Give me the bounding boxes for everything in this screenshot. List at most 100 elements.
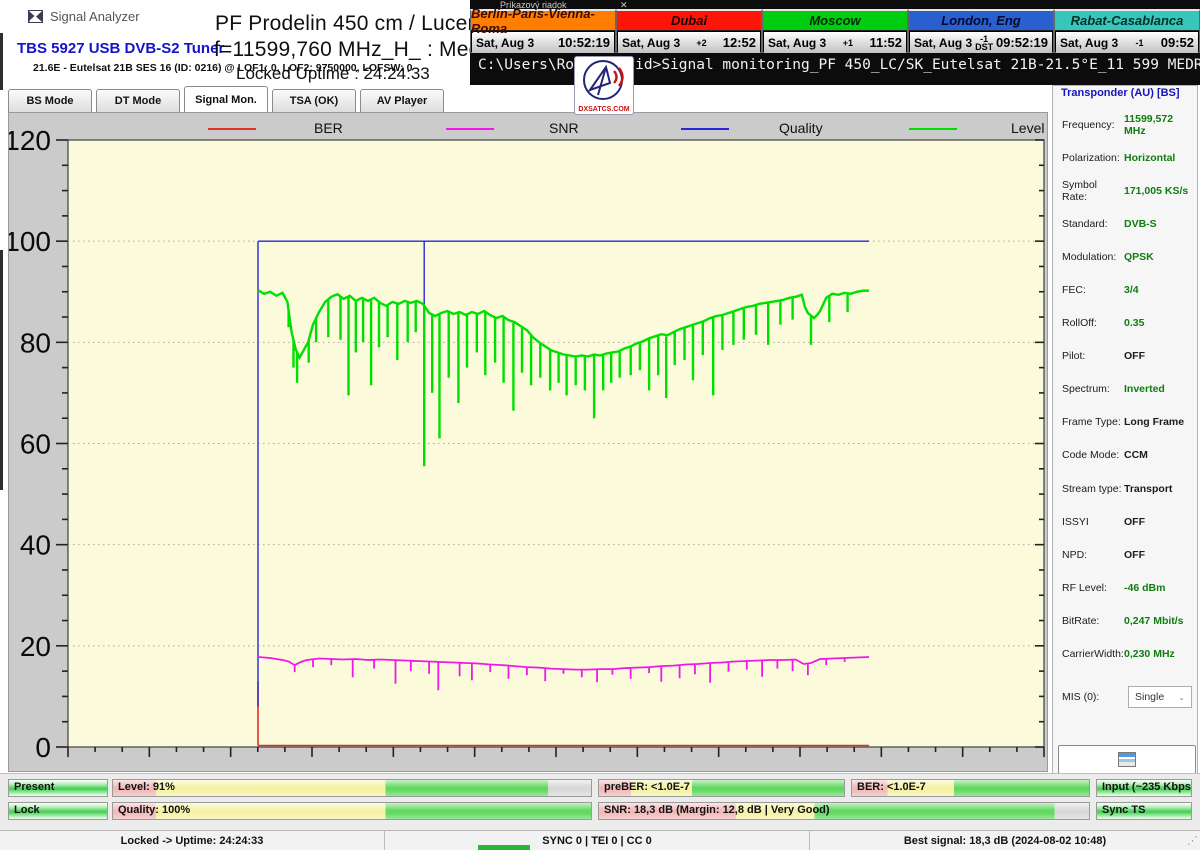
tab-av-player[interactable]: AV Player [360, 89, 444, 112]
resize-grip-icon[interactable]: ⋰ [1187, 835, 1198, 847]
world-clocks-bar: Berlin-Paris-Vienna-Roma Sat, Aug 3 10:52:… [470, 6, 1200, 53]
legend-line-quality [681, 128, 729, 130]
transponder-row-label: Modulation: [1062, 250, 1117, 263]
transponder-row-label: ISSYI [1062, 515, 1089, 528]
indicator-ber: BER: <1.0E-7 [851, 779, 1090, 797]
transponder-row-label: RF Level: [1062, 581, 1107, 594]
clock-utc-offset: +2 [696, 37, 707, 48]
status-uptime: Locked -> Uptime: 24:24:33 [0, 831, 385, 850]
clock-datetime: Sat, Aug 3 +1 11:52 [764, 32, 906, 53]
svg-text:40: 40 [20, 530, 51, 561]
taskbar-peek-strip [478, 845, 530, 850]
clock-time: 11:52 [869, 35, 902, 50]
svg-text:80: 80 [20, 327, 51, 358]
chevron-down-icon: ⌄ [1178, 692, 1185, 702]
transponder-row-label: Code Mode: [1062, 449, 1120, 462]
clock-city-label: Rabat-Casablanca [1055, 11, 1199, 31]
indicator-label: Level: 91% [118, 781, 175, 793]
list-window-icon [1118, 752, 1136, 767]
indicator-label: SNR: 18,3 dB (Margin: 12,8 dB | Very Goo… [604, 804, 830, 816]
transponder-row-standard-: Standard: DVB-S [1053, 207, 1197, 240]
clock-moscow: Moscow Sat, Aug 3 +1 11:52 [762, 9, 908, 53]
clock-time: 12:52 [722, 35, 756, 50]
tab-bs-mode[interactable]: BS Mode [8, 89, 92, 112]
indicator-label: Sync TS [1102, 804, 1146, 816]
locked-uptime-line: Locked Uptime : 24:24:33 [236, 64, 430, 83]
transponder-row-label: CarrierWidth: [1062, 648, 1124, 661]
transponder-row-value: -46 dBm [1124, 581, 1166, 594]
transponder-row-spectrum-: Spectrum: Inverted [1053, 373, 1197, 406]
indicator-gloss [113, 780, 591, 796]
indicator-snr: SNR: 18,3 dB (Margin: 12,8 dB | Very Goo… [598, 802, 1090, 820]
clock-time: 09:52 [1160, 35, 1194, 50]
clock-time: 09:52:19 [995, 35, 1048, 50]
stream-list-button[interactable] [1058, 745, 1196, 774]
transponder-row-label: Stream type: [1062, 482, 1122, 495]
background-window-edge [0, 250, 3, 490]
transponder-row-value: Long Frame [1124, 416, 1185, 429]
transponder-row-label: Spectrum: [1062, 383, 1110, 396]
transponder-row-stream-type-: Stream type: Transport [1053, 472, 1197, 505]
clock-date: Sat, Aug 3 [1060, 35, 1119, 50]
transponder-row-label: RollOff: [1062, 317, 1097, 330]
command-prompt-text: C:\Users\Roman Dávid>Signal monitoring_P… [478, 57, 1200, 73]
transponder-row-issyi: ISSYI OFF [1053, 505, 1197, 538]
legend-label-snr: SNR [549, 120, 579, 136]
signal-history-chart: 0 20 40 60 80 100 120 [9, 125, 1045, 763]
indicator-gloss [599, 780, 844, 796]
clock-datetime: Sat, Aug 3 +2 12:52 [618, 32, 760, 53]
signal-analyzer-app-icon [27, 8, 44, 25]
transponder-row-label: Frequency: [1062, 118, 1115, 131]
transponder-row-pilot-: Pilot: OFF [1053, 340, 1197, 373]
clock-city-label: London, Eng [909, 11, 1053, 31]
transponder-row-value: Inverted [1124, 383, 1165, 396]
indicator-gloss [9, 780, 107, 796]
mis-select[interactable]: Single ⌄ [1128, 686, 1192, 708]
indicator-label: BER: <1.0E-7 [857, 781, 926, 793]
transponder-row-value: CCM [1124, 449, 1148, 462]
transponder-rows: Frequency: 11599,572 MHz Polarization: Hori… [1053, 108, 1197, 671]
indicator-label: preBER: <1.0E-7 [604, 781, 690, 793]
clock-date: Sat, Aug 3 [914, 35, 973, 50]
transponder-row-label: Pilot: [1062, 350, 1086, 363]
transponder-row-bitrate-: BitRate: 0,247 Mbit/s [1053, 604, 1197, 637]
indicator-label: Lock [14, 804, 40, 816]
clock-city-label: Dubai [617, 11, 761, 31]
tab-signal-mon-[interactable]: Signal Mon. [184, 86, 268, 112]
indicator-level: Level: 91% [112, 779, 592, 797]
indicator-gloss [852, 780, 1089, 796]
clock-london-eng: London, Eng Sat, Aug 3 -1 DST 09:52:19 [908, 9, 1054, 53]
indicator-gloss [113, 803, 591, 819]
clock-utc-offset: +1 [842, 37, 853, 48]
transponder-row-value: Horizontal [1124, 151, 1176, 164]
legend-label-quality: Quality [779, 120, 823, 136]
series-level [257, 289, 869, 467]
svg-text:120: 120 [9, 125, 51, 156]
transponder-row-label: FEC: [1062, 284, 1086, 297]
tab-dt-mode[interactable]: DT Mode [96, 89, 180, 112]
indicator-present: Present [8, 779, 108, 797]
transponder-panel: Transponder (AU) [BS] Frequency: 11599,57… [1052, 85, 1198, 775]
transponder-row-label: Standard: [1062, 217, 1108, 230]
transponder-row-value: 11599,572 MHz [1124, 112, 1174, 137]
indicator-label: Input (~235 Kbps) [1102, 781, 1192, 793]
clock-rabat-casablanca: Rabat-Casablanca Sat, Aug 3 -1 09:52 [1054, 9, 1200, 53]
clock-berlin-paris-vienna-roma: Berlin-Paris-Vienna-Roma Sat, Aug 3 10:52:… [470, 6, 616, 53]
close-icon[interactable]: ✕ [620, 0, 628, 10]
transponder-row-label: Frame Type: [1062, 416, 1121, 429]
transponder-row-value: 0,230 MHz [1124, 648, 1175, 661]
tuner-name: TBS 5927 USB DVB-S2 Tuner [17, 40, 225, 57]
tab-tsa-ok-[interactable]: TSA (OK) [272, 89, 356, 112]
indicator-gloss [1097, 780, 1191, 796]
transponder-row-polarization-: Polarization: Horizontal [1053, 141, 1197, 174]
clock-date: Sat, Aug 3 [622, 35, 681, 50]
svg-text:0: 0 [35, 732, 51, 763]
transponder-row-value: 0,247 Mbit/s [1124, 614, 1184, 627]
background-window-edge [0, 33, 3, 90]
transponder-row-modulation-: Modulation: QPSK [1053, 240, 1197, 273]
clock-city-label: Berlin-Paris-Vienna-Roma [471, 6, 615, 36]
tuner-lnb-settings: 21.6E - Eutelsat 21B SES 16 (ID: 0216) @… [33, 62, 413, 74]
transponder-row-value: 3/4 [1124, 284, 1139, 297]
mode-tabs: BS Mode DT Mode Signal Mon. TSA (OK) AV Play… [8, 86, 444, 112]
